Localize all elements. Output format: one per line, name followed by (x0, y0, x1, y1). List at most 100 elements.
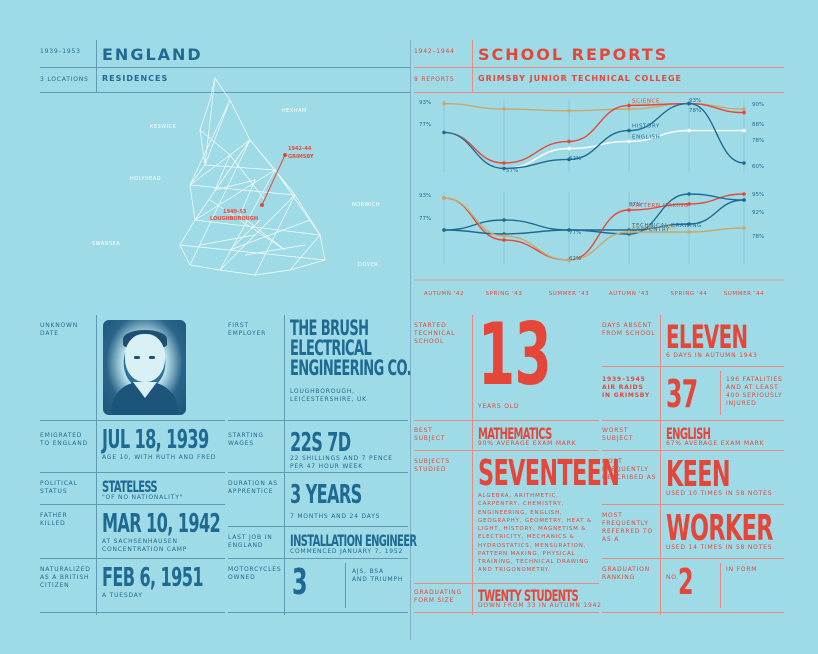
raids-value: 37 (666, 372, 698, 416)
subjects-note: ALGEBRA, ARITHMETIC, CARPENTRY, CHEMISTR… (478, 493, 592, 574)
data-point (687, 202, 691, 206)
data-point (627, 128, 631, 133)
motorcycles-note: AJS, BSA AND TRIUMPH (352, 568, 404, 584)
political-label: POLITICAL STATUS (40, 480, 78, 496)
right-years: 1942–1944 (414, 48, 455, 55)
data-point (502, 107, 506, 111)
x-axis-tick-label: AUTUMN '43 (609, 291, 649, 297)
point-label: 78% (752, 138, 764, 144)
data-point (742, 198, 746, 202)
form-size-note: DOWN FROM 33 IN AUTUMN 1942 (478, 602, 602, 609)
father-label: FATHER KILLED (40, 512, 68, 528)
worst-subject-label: WORST SUBJECT (602, 427, 634, 443)
data-point (687, 192, 691, 196)
duration-note: 7 MONTHS AND 24 DAYS (290, 513, 381, 520)
map-label-keswick: KESWICK (150, 124, 177, 130)
reports-count: 8 REPORTS (414, 76, 455, 83)
worker-note: USED 14 TIMES IN 58 NOTES (666, 544, 773, 551)
duration-value: 3 YEARS (290, 480, 362, 510)
loughborough-marker (260, 203, 264, 207)
absent-value: ELEVEN (666, 318, 748, 356)
keen-note: USED 10 TIMES IN 58 NOTES (666, 490, 773, 497)
point-label: 77% (419, 216, 431, 222)
naturalized-note: A TUESDAY (102, 592, 143, 599)
map-label-grimsby: GRIMSBY (288, 154, 314, 160)
father-note: AT SACHSENHAUSEN CONCENTRATION CAMP (102, 538, 188, 554)
data-point (687, 230, 691, 234)
best-subject-label: BEST SUBJECT (414, 427, 446, 443)
point-label: 57% (506, 168, 518, 174)
political-note: "OF NO NATIONALITY" (102, 494, 184, 501)
residences-subtitle: RESIDENCES (102, 74, 169, 83)
map-label-norwich: NORWICH (352, 202, 380, 208)
data-point (742, 107, 746, 111)
subjects-label: SUBJECTS STUDIED (414, 458, 450, 474)
employer-location: LOUGHBOROUGH, LEICESTERSHIRE, UK (290, 388, 367, 404)
data-point (742, 192, 746, 196)
subjects-value: SEVENTEEN (478, 453, 620, 494)
map-label-loughborough: LOUGHBOROUGH (210, 216, 258, 222)
keen-value: KEEN (666, 454, 731, 495)
series-label: ENGINEERING (632, 225, 677, 231)
series-label: SCIENCE (632, 98, 660, 104)
data-point (742, 161, 746, 165)
data-point (567, 109, 571, 113)
worst-subject-value: ENGLISH (666, 424, 711, 443)
series-label: HISTORY (632, 124, 660, 130)
point-label: 62% (569, 156, 581, 162)
data-point (627, 139, 631, 144)
started-note: YEARS OLD (478, 403, 520, 410)
x-axis-tick-label: SUMMER '44 (724, 291, 765, 297)
portrait-photo (103, 320, 186, 415)
emigrated-note: AGE 10, WITH RUTH AND FRED (102, 454, 217, 461)
school-report-charts: MATHSCIENCEENGLISHHISTORY93%77%57%62%78%… (414, 98, 784, 297)
page-title-school-reports: SCHOOL REPORTS (478, 45, 669, 64)
data-point (502, 161, 506, 165)
started-value: 13 (478, 305, 552, 405)
point-label: 90% (752, 102, 764, 108)
map-label-loughborough-years: 1940–53 (223, 209, 247, 215)
england-map: HEXHAM KESWICK HOLYHEAD NORWICH SWANSEA … (92, 77, 380, 276)
locations-count: 3 LOCATIONS (40, 76, 89, 83)
series-label: TECHNICAL DRAWING (631, 223, 702, 229)
data-point (567, 258, 571, 262)
data-point (567, 157, 571, 162)
data-point (627, 103, 631, 108)
data-point (442, 228, 446, 232)
series-label: CARPENTRY (632, 227, 670, 233)
wages-label: STARTING WAGES (228, 432, 264, 448)
data-point (567, 139, 571, 144)
data-point (502, 166, 506, 171)
ranking-note: IN FORM (726, 566, 758, 573)
data-point (627, 107, 631, 111)
point-label: 93% (419, 100, 431, 106)
best-subject-value: MATHEMATICS (478, 424, 552, 443)
best-subject-note: 90% AVERAGE EXAM MARK (478, 440, 577, 447)
map-label-hexham: HEXHAM (282, 108, 307, 114)
emigrated-label: EMIGRATED TO ENGLAND (40, 432, 88, 448)
employer-value: THE BRUSH ELECTRICAL ENGINEERING CO. (290, 316, 412, 380)
series-line-engineering (443, 197, 745, 261)
point-label: 62% (569, 256, 581, 262)
data-point (502, 234, 506, 238)
map-label-swansea: SWANSEA (92, 241, 120, 247)
point-label: 95% (752, 192, 764, 198)
point-label: 78% (752, 234, 764, 240)
data-point (567, 146, 571, 151)
data-point (627, 208, 631, 212)
left-years: 1939–1953 (40, 48, 81, 55)
point-label: 77% (419, 122, 431, 128)
form-size-value: TWENTY STUDENTS (478, 586, 579, 605)
point-label: 87% (629, 202, 641, 208)
point-label: 60% (752, 164, 764, 170)
motorcycles-value: 3 (292, 562, 308, 603)
college-subtitle: GRIMSBY JUNIOR TECHNICAL COLLEGE (478, 74, 683, 83)
x-axis-tick-label: AUTUMN '42 (424, 291, 464, 297)
series-line-history (443, 102, 745, 170)
map-label-dover: DOVER (358, 262, 378, 268)
data-point (687, 101, 691, 106)
duration-label: DURATION AS APPRENTICE (228, 480, 278, 496)
map-label-grimsby-years: 1942–44 (288, 146, 312, 152)
keen-label: MOST FREQUENTLY DESCRIBED AS (602, 458, 657, 482)
data-point (442, 196, 446, 200)
